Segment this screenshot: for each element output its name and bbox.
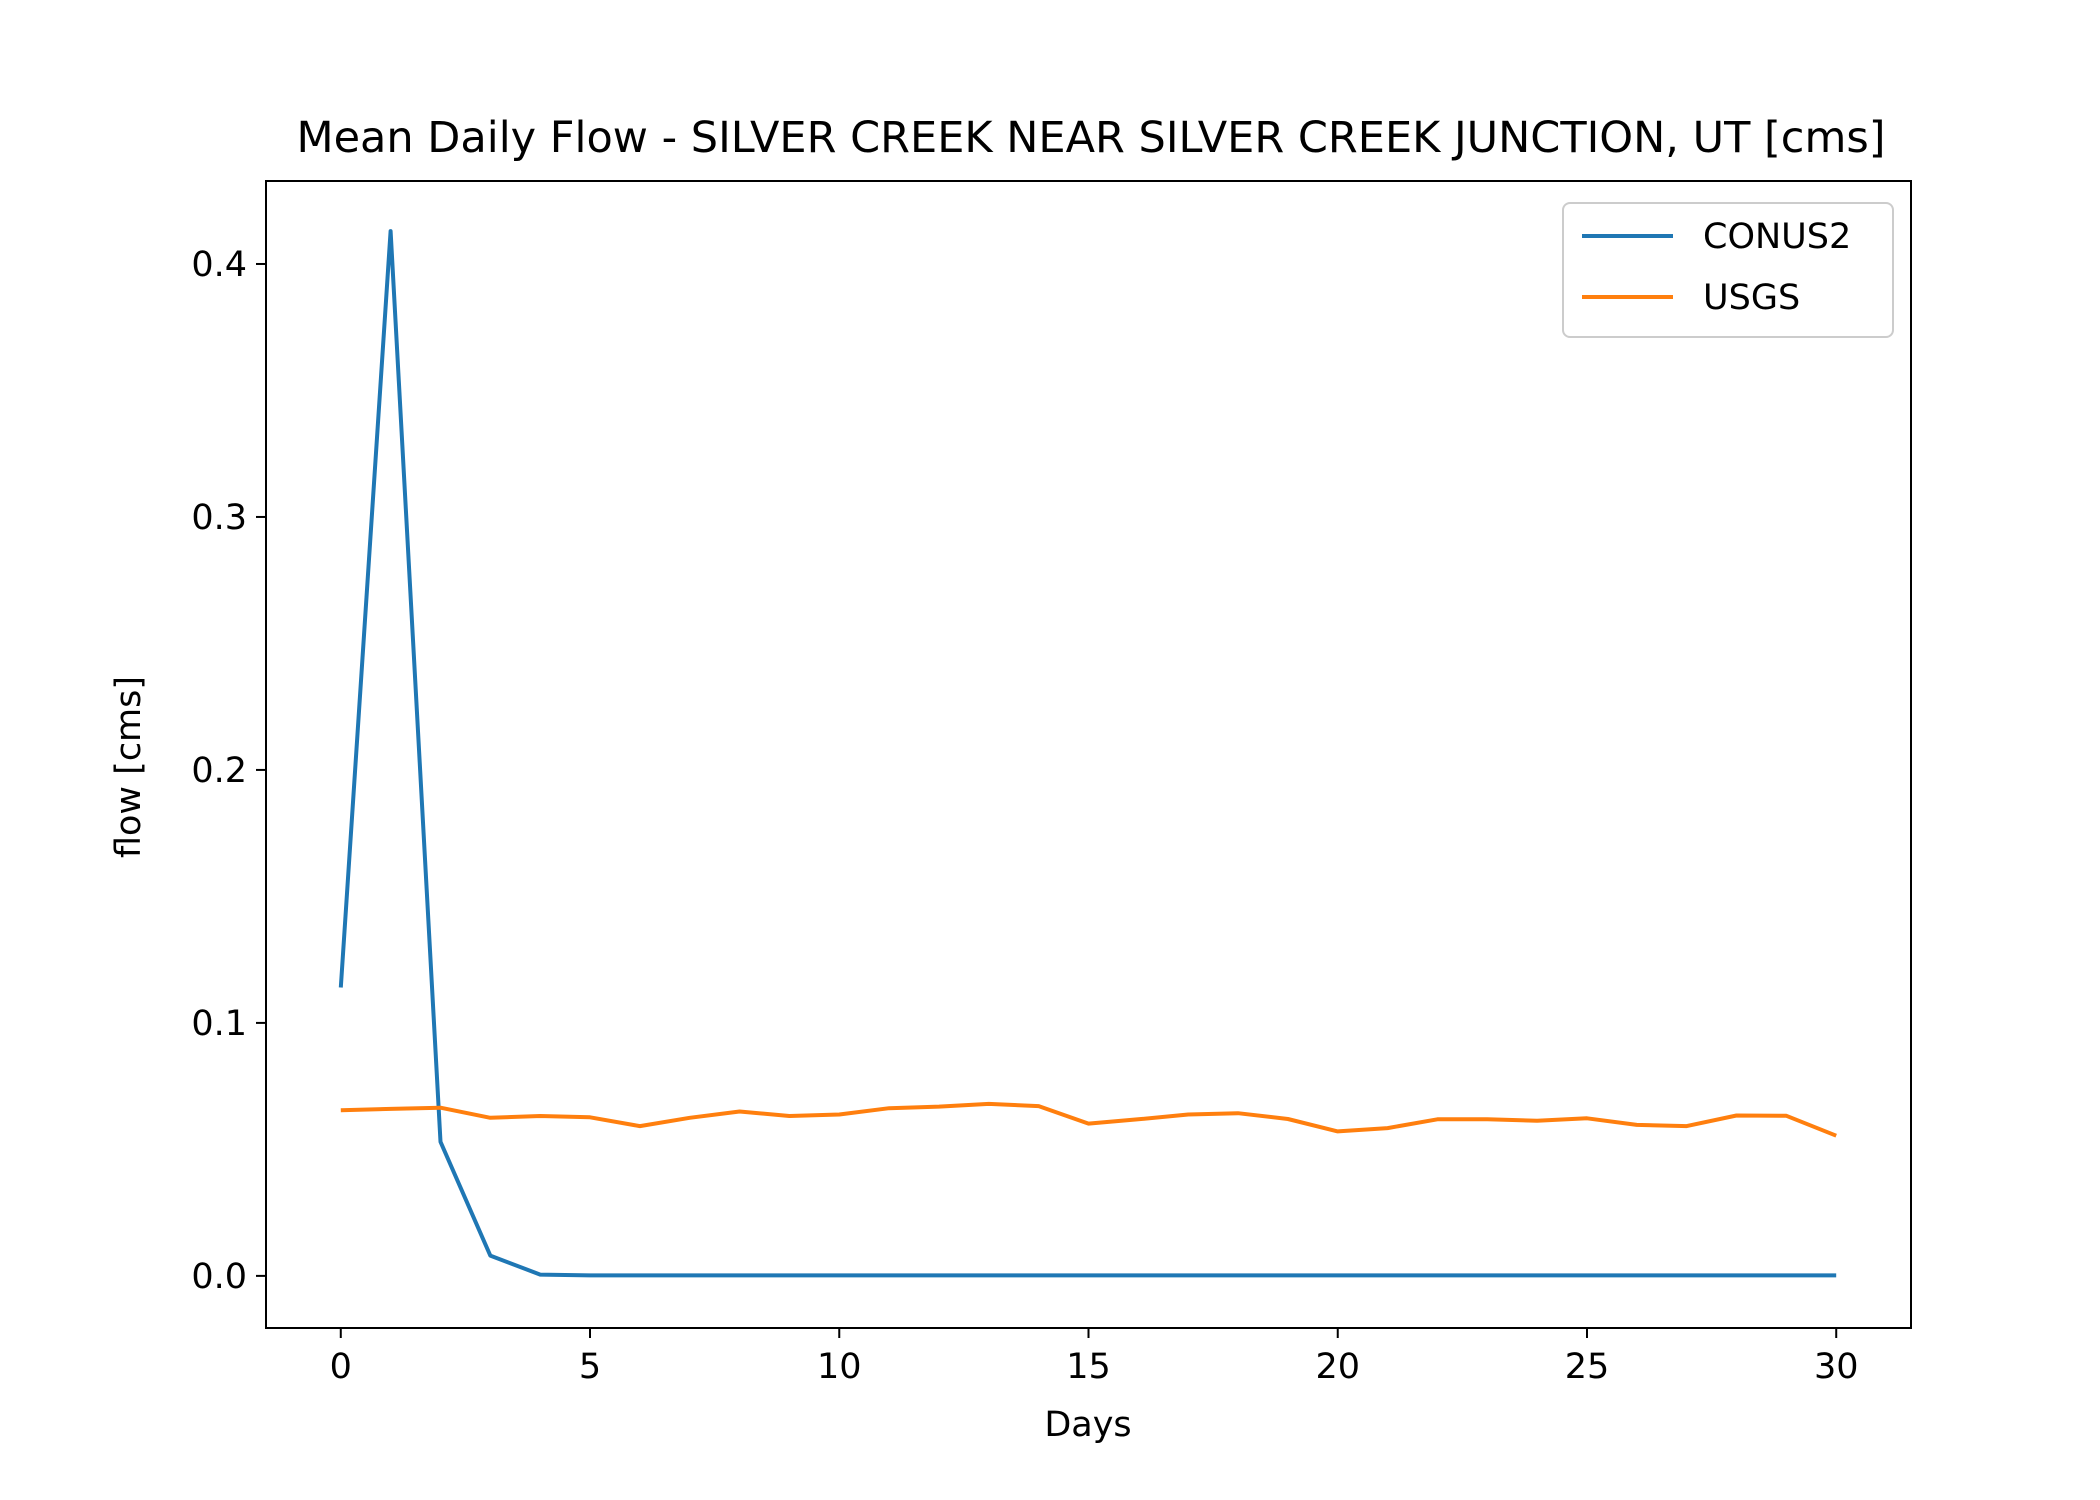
- x-axis-label: Days: [1044, 1405, 1131, 1445]
- x-tick-label: 0: [330, 1347, 352, 1387]
- chart-title: Mean Daily Flow - SILVER CREEK NEAR SILV…: [296, 113, 1885, 163]
- series-line-conus2: [338, 229, 1837, 1278]
- y-tick-label: 0.2: [191, 751, 247, 791]
- series-line-usgs: [340, 1101, 1837, 1138]
- x-tick-label: 15: [1066, 1347, 1111, 1387]
- x-axis: 0 5 10 15 20 25 30: [330, 1328, 1859, 1387]
- x-tick-label: 25: [1565, 1347, 1610, 1387]
- x-tick-label: 10: [817, 1347, 862, 1387]
- y-tick-label: 0.3: [191, 498, 247, 538]
- y-tick-label: 0.1: [191, 1004, 247, 1044]
- legend-label-conus2: CONUS2: [1703, 217, 1851, 257]
- legend-label-usgs: USGS: [1703, 278, 1800, 318]
- series-lines: [338, 229, 1837, 1278]
- plot-frame: [265, 180, 1912, 1329]
- y-tick-label: 0.4: [191, 245, 247, 285]
- x-tick-label: 30: [1814, 1347, 1859, 1387]
- y-tick-label: 0.0: [191, 1257, 247, 1297]
- legend: CONUS2 USGS: [1562, 202, 1894, 338]
- y-axis: 0.0 0.1 0.2 0.3 0.4: [191, 245, 266, 1297]
- x-tick-label: 20: [1315, 1347, 1360, 1387]
- x-tick-label: 5: [579, 1347, 601, 1387]
- y-axis-label: flow [cms]: [109, 676, 149, 858]
